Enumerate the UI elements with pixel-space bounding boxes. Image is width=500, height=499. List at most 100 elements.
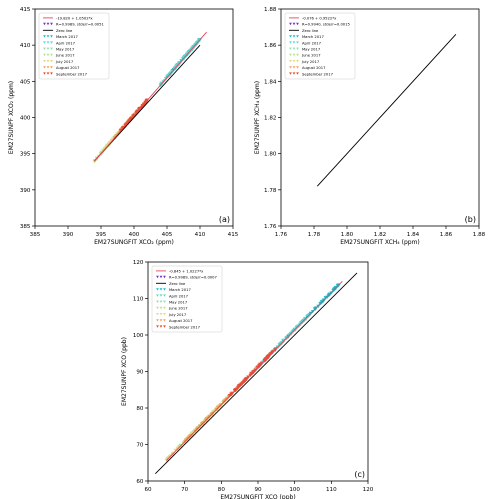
data-point — [408, 380, 411, 383]
data-point — [356, 434, 359, 437]
data-point — [432, 354, 435, 357]
data-point — [426, 361, 429, 364]
data-point — [424, 364, 427, 367]
legend-entry: June 2017 — [168, 307, 188, 311]
data-point — [404, 383, 407, 386]
x-tick-label: 405 — [162, 232, 173, 238]
data-point — [428, 359, 431, 362]
legend-triangle-marker — [50, 47, 53, 50]
data-point — [399, 390, 402, 393]
data-point — [404, 384, 407, 387]
data-point — [412, 375, 415, 378]
data-point — [405, 383, 408, 386]
data-point — [429, 358, 432, 361]
data-point — [444, 342, 447, 345]
data-point — [377, 412, 380, 415]
data-point — [418, 370, 421, 373]
legend-triangle-marker — [296, 47, 299, 50]
legend-triangle-marker — [46, 47, 50, 50]
data-point — [426, 361, 429, 364]
legend-triangle-marker — [50, 22, 53, 26]
data-point — [403, 385, 406, 388]
legend-entry: July 2017 — [55, 60, 74, 64]
legend-entry: March 2017 — [56, 35, 78, 39]
data-point — [350, 441, 353, 444]
data-point — [433, 355, 436, 358]
data-point — [421, 366, 424, 369]
data-point — [428, 360, 431, 363]
data-point — [423, 364, 426, 367]
data-point — [433, 354, 436, 357]
legend-triangle-marker — [43, 47, 46, 50]
fit-line — [166, 280, 343, 461]
data-point — [423, 365, 426, 368]
data-point — [410, 378, 413, 381]
data-point — [426, 362, 429, 365]
y-tick-label: 100 — [133, 333, 144, 339]
legend-triangle-marker — [163, 275, 166, 279]
data-point — [364, 425, 367, 428]
legend-entry: June 2017 — [301, 54, 321, 58]
y-tick-label: 410 — [20, 43, 31, 49]
data-point — [387, 402, 390, 405]
legend-triangle-marker — [43, 72, 46, 75]
data-point — [405, 384, 408, 387]
data-point — [451, 334, 454, 337]
legend-triangle-marker — [296, 72, 299, 75]
data-point — [420, 367, 423, 370]
legend-entry: April 2017 — [169, 294, 189, 298]
data-point — [425, 362, 428, 365]
data-point — [376, 414, 379, 417]
x-tick-label: 1.88 — [473, 232, 486, 238]
data-point — [435, 352, 438, 355]
data-point — [430, 356, 433, 359]
data-point — [392, 396, 395, 399]
plot-area — [92, 31, 207, 164]
data-point — [413, 375, 416, 378]
data-point — [412, 375, 415, 378]
data-point — [416, 371, 419, 374]
data-point — [363, 426, 366, 429]
data-point — [409, 379, 412, 382]
data-point — [398, 390, 401, 393]
data-point — [427, 360, 430, 363]
data-point — [416, 371, 419, 374]
data-point — [418, 370, 421, 373]
data-point — [412, 376, 415, 379]
data-point — [408, 380, 411, 383]
data-point — [354, 436, 357, 439]
y-axis-label: EM27SUNPF XCH₄ (ppm) — [254, 81, 261, 154]
data-point — [371, 417, 374, 420]
chart-panel-c: 60 70 80 90 100 110 120 60 70 80 90 100 110 120 EM27SU… — [121, 260, 374, 499]
data-point — [377, 412, 380, 415]
data-point — [373, 417, 376, 420]
data-point — [351, 439, 354, 442]
data-point — [419, 369, 422, 372]
data-point — [423, 364, 426, 367]
data-point — [414, 374, 417, 377]
data-point — [416, 372, 419, 375]
data-point — [404, 384, 407, 387]
data-point — [412, 376, 415, 379]
data-point — [364, 426, 367, 429]
panel-label: (b) — [465, 215, 476, 224]
zero-line — [316, 34, 457, 187]
data-point — [424, 363, 427, 366]
data-point — [375, 414, 378, 417]
data-point — [406, 382, 409, 385]
x-tick-label: 400 — [129, 232, 140, 238]
y-tick-label: 80 — [136, 406, 144, 412]
legend-triangle-marker — [159, 288, 163, 291]
legend-triangle-marker — [50, 60, 53, 63]
legend-entry: August 2017 — [302, 66, 326, 70]
data-point — [414, 374, 417, 377]
legend-entry: Zero line — [56, 29, 73, 33]
data-point — [402, 387, 405, 390]
legend-triangle-marker — [43, 41, 46, 44]
data-point — [436, 351, 439, 354]
data-point — [433, 353, 436, 356]
data-point — [391, 399, 394, 402]
data-point — [378, 411, 381, 414]
y-tick-label: 1.84 — [264, 79, 277, 85]
legend-triangle-marker — [163, 319, 166, 322]
